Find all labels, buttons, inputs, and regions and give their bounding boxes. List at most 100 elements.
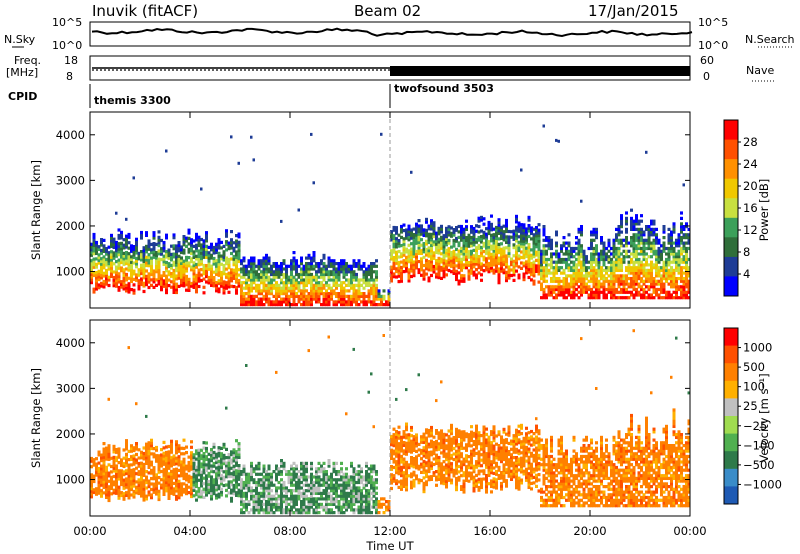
echo-cell [260,275,263,279]
echo-cell [175,484,178,488]
echo-cell [640,238,643,242]
echo-cell [535,267,538,271]
echo-cell [500,258,503,262]
echo-cell [110,242,113,246]
echo-cell [287,472,291,476]
echo-cell [262,264,266,268]
echo-cell [192,239,196,243]
echo-cell [365,281,368,285]
echo-cell [587,274,591,278]
echo-cell [112,256,116,260]
echo-cell [560,244,563,248]
echo-cell [262,286,266,290]
echo-cell [205,446,208,451]
echo-cell [465,241,468,245]
echo-cell [102,458,106,462]
echo-cell [565,287,568,292]
echo-cell [565,296,568,300]
echo-cell [602,287,606,292]
echo-cell [132,489,136,494]
echo-cell [210,497,213,501]
echo-cell [402,223,406,227]
echo-cell [520,245,523,249]
echo-cell [637,236,641,240]
echo-cell [310,300,313,304]
echo-cell [140,478,143,482]
echo-cell [655,257,658,262]
echo-cell [662,246,666,251]
echo-cell [210,480,213,484]
echo-cell [532,266,536,270]
echo-cell [490,244,493,248]
echo-cell [272,505,276,509]
echo-cell [615,266,618,270]
echo-cell [475,246,478,250]
echo-cell [457,244,461,248]
echo-cell [487,248,491,252]
echo-cell [170,439,173,443]
echo-cell [435,239,438,243]
echo-cell [270,511,273,515]
echo-cell [562,236,566,240]
echo-cell [660,287,663,292]
echo-cell [105,446,108,450]
echo-cell [680,266,683,270]
echo-cell [210,242,213,246]
echo-cell [397,255,401,259]
echo-cell [190,467,193,471]
echo-cell [232,483,236,488]
echo-cell [662,260,666,264]
echo-cell [107,444,111,448]
echo-cell [367,270,371,274]
echo-cell [617,260,621,264]
echo-cell [247,472,251,476]
echo-cell [680,296,683,300]
echo-cell [275,294,278,298]
echo-cell [457,230,461,234]
echo-cell [90,264,93,268]
echo-cell [390,279,393,283]
echo-cell [312,283,316,287]
echo-cell [440,235,443,239]
echo-cell [262,270,266,274]
echo-cell [655,287,658,292]
echo-cell [282,483,286,487]
echo-cell [235,258,238,262]
echo-cell [245,480,248,485]
echo-cell [127,254,131,258]
echo-cell [130,463,133,467]
echo-cell [267,286,271,290]
echo-cell [140,464,143,468]
echo-cell [650,244,653,248]
echo-cell [247,502,251,506]
echo-cell [177,284,181,288]
echo-cell [487,229,491,233]
echo-cell [667,252,671,256]
echo-cell [145,475,148,479]
echo-cell [152,452,156,456]
echo-cell [122,268,126,272]
echo-cell [455,228,458,232]
echo-cell [372,300,376,304]
echo-cell [280,464,283,468]
echo-cell [617,227,621,231]
echo-cell [207,452,211,456]
echo-cell [235,450,238,454]
echo-cell [170,480,173,484]
echo-cell [582,266,586,270]
echo-cell [272,502,276,506]
echo-cell [112,237,116,241]
echo-cell [172,274,176,278]
echo-cell [322,480,326,485]
echo-cell [280,489,283,493]
echo-cell [170,266,173,270]
echo-cell [145,263,148,268]
echo-cell [165,255,168,259]
echo-cell [470,257,473,262]
echo-cell [267,303,271,307]
echo-cell [187,480,191,484]
echo-cell [280,300,283,304]
echo-cell [122,483,126,488]
echo-cell [97,258,101,262]
echo-cell [270,494,273,498]
